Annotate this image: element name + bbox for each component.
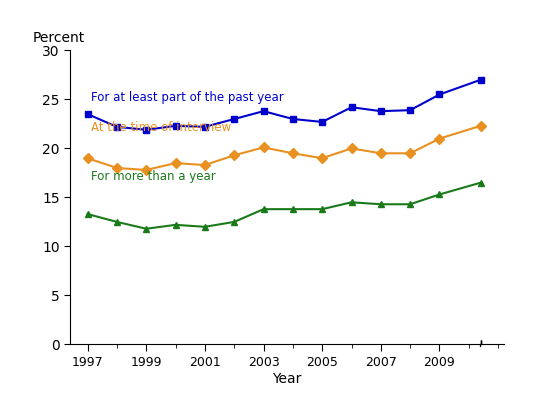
Text: For more than a year: For more than a year <box>91 170 215 183</box>
Text: Percent: Percent <box>33 31 85 45</box>
X-axis label: Year: Year <box>272 372 302 386</box>
Text: At the time of interview: At the time of interview <box>91 121 231 134</box>
Text: For at least part of the past year: For at least part of the past year <box>91 91 283 104</box>
